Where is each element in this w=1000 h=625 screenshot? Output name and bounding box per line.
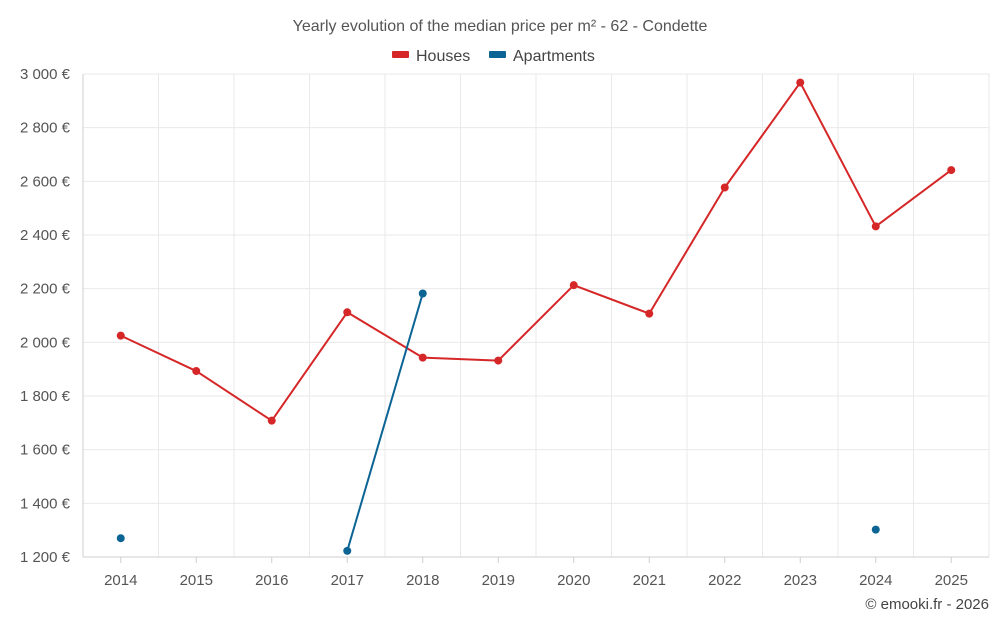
y-tick-label: 2 000 € xyxy=(20,334,71,351)
legend-swatch-houses xyxy=(392,51,409,58)
data-point-houses-2025[interactable] xyxy=(947,166,956,175)
series xyxy=(116,78,956,555)
gridlines xyxy=(83,73,990,557)
series-apartments xyxy=(116,289,880,555)
data-point-apartments-2024[interactable] xyxy=(871,525,880,534)
y-tick-label: 2 200 € xyxy=(20,281,71,298)
y-tick-label: 3 000 € xyxy=(20,66,71,83)
data-point-houses-2024[interactable] xyxy=(871,222,880,231)
x-tick-label: 2020 xyxy=(557,572,590,589)
credit-text: © emooki.fr - 2026 xyxy=(865,596,989,613)
x-tick-label: 2014 xyxy=(104,572,137,589)
x-tick-label: 2021 xyxy=(633,572,666,589)
data-point-houses-2019[interactable] xyxy=(494,356,503,365)
series-line-houses xyxy=(120,81,952,422)
legend-item-apartments[interactable]: Apartments xyxy=(489,48,595,65)
x-tick-label: 2015 xyxy=(180,572,213,589)
chart-title: Yearly evolution of the median price per… xyxy=(293,18,708,35)
x-tick-label: 2023 xyxy=(784,572,817,589)
x-tick-label: 2019 xyxy=(482,572,515,589)
legend-item-houses[interactable]: Houses xyxy=(392,48,470,65)
data-point-houses-2023[interactable] xyxy=(796,78,805,87)
y-tick-label: 1 800 € xyxy=(20,388,71,405)
legend-label-apartments: Apartments xyxy=(513,48,595,65)
x-tick-label: 2024 xyxy=(859,572,892,589)
y-tick-label: 1 200 € xyxy=(20,549,71,566)
data-point-houses-2016[interactable] xyxy=(267,416,276,425)
y-tick-label: 2 600 € xyxy=(20,173,71,190)
legend-swatch-apartments xyxy=(489,51,506,58)
series-houses xyxy=(116,78,956,425)
data-point-houses-2021[interactable] xyxy=(645,309,654,318)
data-point-apartments-2017[interactable] xyxy=(343,546,352,555)
y-tick-label: 1 400 € xyxy=(20,495,71,512)
legend[interactable]: Houses Apartments xyxy=(392,48,595,65)
data-point-houses-2017[interactable] xyxy=(343,308,352,317)
x-tick-label: 2025 xyxy=(935,572,968,589)
y-tick-label: 2 400 € xyxy=(20,227,71,244)
x-tick-label: 2022 xyxy=(708,572,741,589)
x-tick-label: 2016 xyxy=(255,572,288,589)
data-point-houses-2015[interactable] xyxy=(192,367,201,376)
data-point-houses-2022[interactable] xyxy=(720,183,729,192)
legend-label-houses: Houses xyxy=(416,48,470,65)
x-tick-label: 2018 xyxy=(406,572,439,589)
x-tick-label: 2017 xyxy=(331,572,364,589)
series-line-apartments xyxy=(346,293,424,552)
data-point-houses-2014[interactable] xyxy=(116,331,125,340)
data-point-apartments-2014[interactable] xyxy=(116,534,125,543)
data-point-apartments-2018[interactable] xyxy=(418,289,427,298)
axes: 1 200 € 1 400 € 1 600 € 1 800 € 2 000 € 2 200… xyxy=(20,66,989,589)
data-point-houses-2018[interactable] xyxy=(418,353,427,362)
y-tick-label: 1 600 € xyxy=(20,442,71,459)
y-tick-label: 2 800 € xyxy=(20,120,71,137)
data-point-houses-2020[interactable] xyxy=(569,281,578,290)
